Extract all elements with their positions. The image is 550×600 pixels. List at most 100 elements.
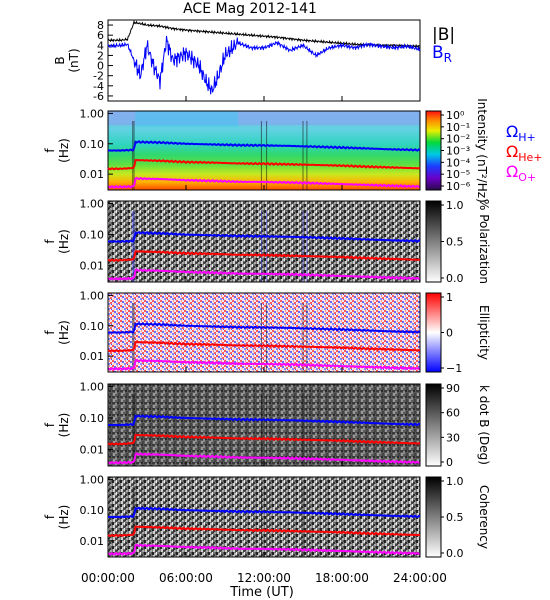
colorbar-tick-label: 10⁻³	[446, 145, 470, 158]
y-tick-label: 8	[97, 19, 104, 32]
colorbar-tick-label: 0.0	[446, 547, 464, 560]
colorbar-tick-label: 0.5	[446, 236, 464, 249]
y-axis-label-unit: (Hz)	[57, 505, 71, 530]
colorbar-tick-label: 10⁻⁵	[446, 168, 470, 181]
y-axis-label-unit: (Hz)	[57, 138, 71, 163]
x-tick-label: 24:00:00	[393, 571, 447, 585]
legend-h-plus: ΩH+	[506, 122, 536, 144]
colorbar-tick-label: 10⁻⁴	[446, 156, 471, 169]
y-tick-label: 0.10	[80, 504, 105, 517]
x-axis-label: Time (UT)	[229, 585, 294, 600]
y-axis-label-unit: (Hz)	[57, 320, 71, 345]
legend-b-r: BR	[432, 43, 452, 65]
colorbar-label: Coherency	[477, 485, 491, 549]
colorbar-label-text: Ellipticity	[477, 305, 491, 360]
panel-coherency: 1.00 0.10 0.01 f (Hz) 1.0 0.5 0.0 Coherency	[43, 473, 491, 560]
y-axis-label-unit: (Hz)	[57, 413, 71, 438]
legend-o-plus: ΩO+	[506, 162, 536, 184]
colorbar-tick-label: 10⁻¹	[446, 121, 470, 134]
colorbar-intensity	[425, 110, 442, 191]
y-tick-label: 0.01	[80, 350, 105, 363]
y-axis-label: f (Hz)	[43, 505, 71, 530]
y-axis-label-f: f	[43, 148, 57, 153]
x-tick-labels: 00:00:00 06:00:00 12:00:00 18:00:00 24:00:00	[81, 96, 447, 585]
colorbar-tick-label: 0	[446, 327, 453, 340]
legend-b-total: |B|	[432, 25, 455, 45]
colorbar-tick-label: −1	[446, 362, 462, 375]
colorbar-ellipticity	[425, 292, 442, 373]
spectrogram-enhanced-band	[135, 111, 238, 127]
x-tick-label: 06:00:00	[159, 571, 213, 585]
gyro-line-he-plus	[107, 341, 421, 353]
y-axis-label-f: f	[43, 422, 57, 427]
colorbar-kdotb	[425, 383, 442, 467]
y-tick-label: 0.01	[80, 444, 105, 457]
colorbar-tick-label: 30	[446, 431, 460, 444]
panel-kdotb: 1.00 0.10 0.01 f (Hz) 90 60 30 0 k dot B (Deg)	[43, 380, 491, 469]
gyro-line-h-plus	[108, 322, 421, 334]
y-tick-label: 6	[97, 29, 104, 42]
y-tick-label: -4	[93, 80, 104, 93]
x-tick-label: 12:00:00	[237, 571, 291, 585]
y-axis-label-f: f	[43, 330, 57, 335]
panel-b-frame	[107, 19, 421, 102]
y-tick-label: 1.00	[80, 473, 105, 486]
x-tick-label: 00:00:00	[81, 571, 135, 585]
y-axis-label-unit: (Hz)	[57, 229, 71, 254]
series-line-b-r	[107, 35, 421, 95]
panel-polarization: 1.00 0.10 0.01 f (Hz) 1.0 0.5 0.0 % Polarization	[43, 197, 491, 285]
colorbar-tick-label: 10⁻⁶	[446, 180, 471, 193]
colorbar-tick-label: 1.0	[446, 199, 464, 212]
x-axis: 00:00:00 06:00:00 12:00:00 18:00:00 24:00:00…	[81, 96, 447, 600]
y-tick-label: 0.01	[80, 260, 105, 273]
gyro-line-he-plus	[107, 250, 421, 262]
y-tick-label: 1.00	[80, 107, 105, 120]
colorbar-tick-label: 10⁰	[446, 109, 465, 122]
gyro-line-o-plus	[107, 176, 421, 189]
gyro-line-h-plus	[108, 506, 421, 519]
y-axis-label: f (Hz)	[43, 320, 71, 345]
spectrogram-ellipticity	[108, 293, 420, 372]
gyro-line-o-plus	[107, 268, 421, 281]
y-axis-label-f: f	[43, 239, 57, 244]
colorbar-polarization	[425, 200, 442, 283]
gyro-line-h-plus	[108, 414, 421, 427]
y-tick-label: 0.01	[80, 535, 105, 548]
y-tick-label: 1.00	[80, 197, 105, 210]
y-tick-label: 1.00	[80, 380, 105, 393]
colorbar-label: Ellipticity	[477, 305, 491, 360]
colorbar-label: Intensity (nT²/Hz)	[475, 98, 489, 203]
colorbar-label-text: Coherency	[477, 485, 491, 549]
spectrogram-polarization	[108, 201, 420, 282]
colorbar-tick-label: 90	[446, 382, 460, 395]
gyro-line-o-plus	[107, 358, 421, 371]
y-tick-label: -6	[93, 90, 104, 103]
y-tick-label: 0.10	[80, 138, 105, 151]
y-axis-label: f (Hz)	[43, 413, 71, 438]
colorbar-tick-label: 1.0	[446, 475, 464, 488]
colorbar-tick-label: 60	[446, 407, 460, 420]
legend-he-plus: ΩHe+	[506, 142, 543, 164]
y-axis-label-b: B (nT)	[53, 48, 81, 72]
y-axis-label: f (Hz)	[43, 138, 71, 163]
y-axis-label-b-top: B	[53, 56, 67, 64]
y-tick-label: 1.00	[80, 289, 105, 302]
colorbar-label: % Polarization	[477, 199, 491, 284]
colorbar-tick-label: 0	[446, 456, 453, 469]
gyro-line-he-plus	[107, 159, 421, 171]
gyro-line-he-plus	[107, 525, 421, 538]
figure-title: ACE Mag 2012-141	[183, 1, 317, 17]
y-tick-label: 0.01	[80, 168, 105, 181]
gyro-line-o-plus	[107, 452, 421, 465]
colorbar-label-text: Intensity (nT²/Hz)	[475, 98, 489, 203]
y-tick-label: 0.10	[80, 229, 105, 242]
colorbar-label: k dot B (Deg)	[477, 385, 491, 465]
colorbar-tick-label: 0.0	[446, 272, 464, 285]
colorbar-tick-label: 1	[446, 291, 453, 304]
colorbar-label-text: % Polarization	[477, 199, 491, 284]
y-tick-label: 0.10	[80, 320, 105, 333]
y-tick-label: 0	[97, 60, 104, 73]
y-tick-label: 4	[97, 39, 104, 52]
